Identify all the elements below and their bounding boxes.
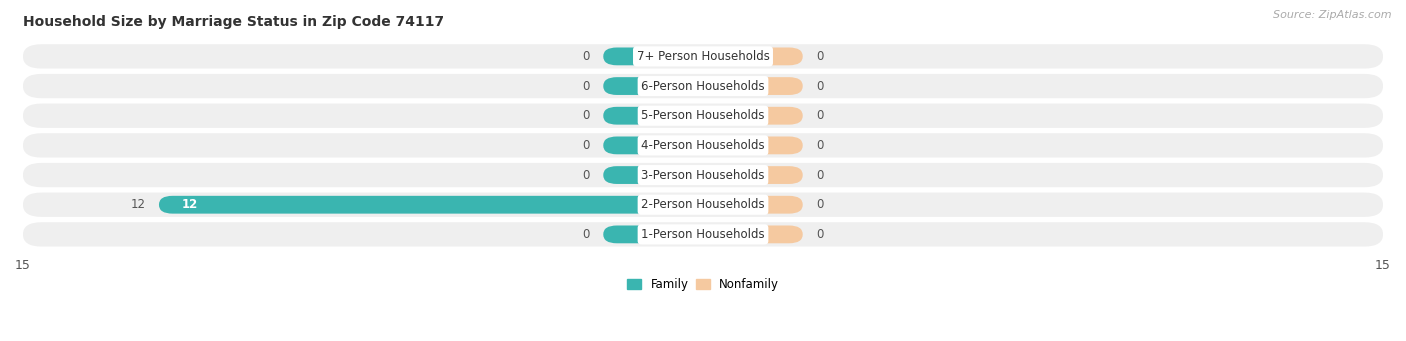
Text: 0: 0 [582,228,589,241]
Text: 1-Person Households: 1-Person Households [641,228,765,241]
FancyBboxPatch shape [703,225,803,243]
Text: 0: 0 [817,228,824,241]
FancyBboxPatch shape [703,196,803,213]
FancyBboxPatch shape [703,107,803,124]
Text: 0: 0 [817,139,824,152]
FancyBboxPatch shape [703,136,803,154]
Text: 12: 12 [181,198,198,211]
Text: 7+ Person Households: 7+ Person Households [637,50,769,63]
Text: 0: 0 [582,50,589,63]
Text: 0: 0 [817,50,824,63]
Text: 0: 0 [817,79,824,92]
FancyBboxPatch shape [703,166,803,184]
FancyBboxPatch shape [22,133,1384,158]
FancyBboxPatch shape [603,47,703,65]
FancyBboxPatch shape [22,74,1384,98]
FancyBboxPatch shape [22,163,1384,187]
FancyBboxPatch shape [603,77,703,95]
Text: 6-Person Households: 6-Person Households [641,79,765,92]
Text: 0: 0 [582,79,589,92]
Text: 12: 12 [131,198,145,211]
Text: 0: 0 [817,109,824,122]
FancyBboxPatch shape [603,166,703,184]
Text: Household Size by Marriage Status in Zip Code 74117: Household Size by Marriage Status in Zip… [22,15,444,29]
Text: 5-Person Households: 5-Person Households [641,109,765,122]
FancyBboxPatch shape [22,44,1384,69]
FancyBboxPatch shape [22,104,1384,128]
Text: 0: 0 [582,168,589,181]
FancyBboxPatch shape [703,77,803,95]
FancyBboxPatch shape [22,193,1384,217]
FancyBboxPatch shape [159,196,703,213]
FancyBboxPatch shape [603,225,703,243]
Text: 0: 0 [582,139,589,152]
Text: 0: 0 [817,198,824,211]
Text: 2-Person Households: 2-Person Households [641,198,765,211]
Text: 0: 0 [817,168,824,181]
Text: 0: 0 [582,109,589,122]
Legend: Family, Nonfamily: Family, Nonfamily [621,273,785,295]
FancyBboxPatch shape [22,222,1384,247]
FancyBboxPatch shape [603,107,703,124]
FancyBboxPatch shape [603,136,703,154]
FancyBboxPatch shape [703,47,803,65]
Text: Source: ZipAtlas.com: Source: ZipAtlas.com [1274,10,1392,20]
Text: 3-Person Households: 3-Person Households [641,168,765,181]
Text: 4-Person Households: 4-Person Households [641,139,765,152]
